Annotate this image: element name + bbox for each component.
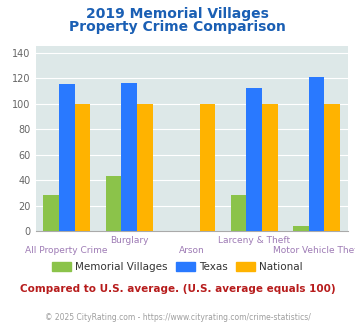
Legend: Memorial Villages, Texas, National: Memorial Villages, Texas, National	[48, 258, 307, 276]
Bar	[137, 104, 153, 231]
Text: Property Crime Comparison: Property Crime Comparison	[69, 20, 286, 34]
Text: Burglary: Burglary	[110, 236, 148, 245]
Bar	[121, 83, 137, 231]
Bar	[293, 226, 309, 231]
Bar	[309, 77, 324, 231]
Bar	[200, 104, 215, 231]
Text: 2019 Memorial Villages: 2019 Memorial Villages	[86, 7, 269, 21]
Bar	[59, 84, 75, 231]
Text: Larceny & Theft: Larceny & Theft	[218, 236, 290, 245]
Bar	[231, 195, 246, 231]
Bar	[43, 195, 59, 231]
Bar	[246, 88, 262, 231]
Text: Arson: Arson	[179, 246, 204, 255]
Bar	[106, 176, 121, 231]
Text: © 2025 CityRating.com - https://www.cityrating.com/crime-statistics/: © 2025 CityRating.com - https://www.city…	[45, 313, 310, 322]
Bar	[75, 104, 90, 231]
Text: Motor Vehicle Theft: Motor Vehicle Theft	[273, 246, 355, 255]
Text: All Property Crime: All Property Crime	[26, 246, 108, 255]
Bar	[324, 104, 340, 231]
Bar	[262, 104, 278, 231]
Text: Compared to U.S. average. (U.S. average equals 100): Compared to U.S. average. (U.S. average …	[20, 284, 335, 294]
